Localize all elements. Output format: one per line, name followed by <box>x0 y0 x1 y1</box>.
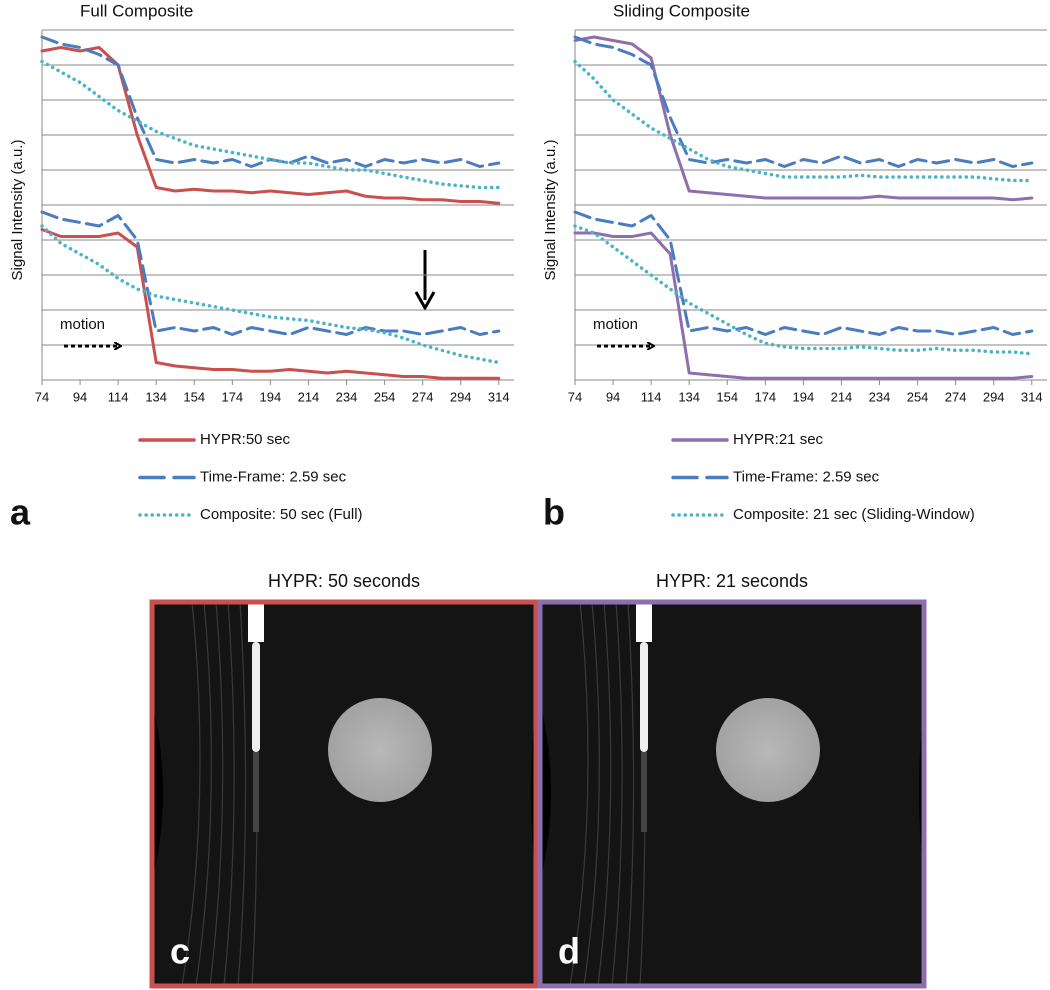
image-streak <box>195 601 212 987</box>
series-line <box>40 224 501 365</box>
image-edge <box>540 702 551 882</box>
legend-label: HYPR:50 sec <box>200 431 291 448</box>
annotation: motion <box>593 316 638 333</box>
image-streak <box>625 601 635 987</box>
x-tick-label: 114 <box>641 389 662 404</box>
x-tick-label: 134 <box>678 389 700 404</box>
x-tick-label: 254 <box>907 389 929 404</box>
x-tick-label: 74 <box>568 389 582 404</box>
x-tick-label: 254 <box>374 389 396 404</box>
image-streak <box>611 601 623 987</box>
series-line <box>573 231 1034 380</box>
panel-label: b <box>543 492 565 533</box>
x-tick-label: 94 <box>73 389 87 404</box>
image-streak <box>237 601 247 987</box>
x-tick-label: 114 <box>108 389 129 404</box>
panel-label: a <box>10 492 31 533</box>
x-tick-label: 94 <box>606 389 620 404</box>
x-tick-label: 194 <box>793 389 815 404</box>
image-background <box>152 602 536 986</box>
image-title: HYPR: 50 seconds <box>268 571 420 591</box>
y-axis-label: Signal Intensity (a.u.) <box>542 140 559 281</box>
image-disc <box>328 698 432 802</box>
x-tick-label: 74 <box>35 389 49 404</box>
x-tick-label: 234 <box>869 389 891 404</box>
image-rod <box>636 602 652 642</box>
legend-label: HYPR:21 sec <box>733 431 824 448</box>
image-rod-tail <box>641 752 647 832</box>
image-panel <box>537 599 927 989</box>
image-panel <box>149 599 539 989</box>
annotation: motion <box>60 316 105 333</box>
image-streak <box>223 601 235 987</box>
image-rod-tail <box>253 752 259 832</box>
image-streak <box>583 601 600 987</box>
x-tick-label: 314 <box>488 389 510 404</box>
x-tick-label: 294 <box>450 389 472 404</box>
chart-title: Full Composite <box>80 1 193 20</box>
chart-title: Sliding Composite <box>613 1 750 20</box>
image-streak <box>569 601 589 987</box>
series-line <box>573 224 1034 356</box>
image-streak <box>209 601 224 987</box>
x-tick-label: 174 <box>221 389 243 404</box>
series-line <box>40 228 501 380</box>
x-tick-label: 274 <box>412 389 434 404</box>
series-line <box>40 35 501 168</box>
image-title: HYPR: 21 seconds <box>656 571 808 591</box>
x-tick-label: 314 <box>1021 389 1043 404</box>
x-tick-label: 194 <box>260 389 282 404</box>
series-line <box>573 35 1034 202</box>
series-line <box>40 46 501 205</box>
arrow-head <box>414 291 436 312</box>
image-border <box>537 599 927 989</box>
series-line <box>40 210 501 336</box>
image-edge <box>152 702 163 882</box>
panel-label: d <box>558 931 580 972</box>
x-tick-label: 174 <box>754 389 776 404</box>
x-tick-label: 154 <box>716 389 738 404</box>
x-tick-label: 134 <box>145 389 167 404</box>
legend-label: Composite: 50 sec (Full) <box>200 506 363 523</box>
image-rod <box>252 642 260 752</box>
x-tick-label: 214 <box>831 389 853 404</box>
series-line <box>573 210 1034 336</box>
panel-label: c <box>170 931 190 972</box>
image-rod <box>248 602 264 642</box>
x-tick-label: 294 <box>983 389 1005 404</box>
image-border <box>149 599 539 989</box>
x-tick-label: 154 <box>183 389 205 404</box>
x-tick-label: 214 <box>298 389 320 404</box>
image-disc <box>716 698 820 802</box>
legend-label: Time-Frame: 2.59 sec <box>200 468 347 485</box>
legend-label: Composite: 21 sec (Sliding-Window) <box>733 506 975 523</box>
series-line <box>40 59 501 190</box>
image-streak <box>597 601 612 987</box>
x-tick-label: 234 <box>336 389 358 404</box>
series-line <box>573 59 1034 183</box>
legend-label: Time-Frame: 2.59 sec <box>733 468 880 485</box>
x-tick-label: 274 <box>945 389 967 404</box>
series-line <box>573 35 1034 168</box>
image-streak <box>181 601 201 987</box>
image-rod <box>640 642 648 752</box>
y-axis-label: Signal Intensity (a.u.) <box>9 140 26 281</box>
image-background <box>540 602 924 986</box>
